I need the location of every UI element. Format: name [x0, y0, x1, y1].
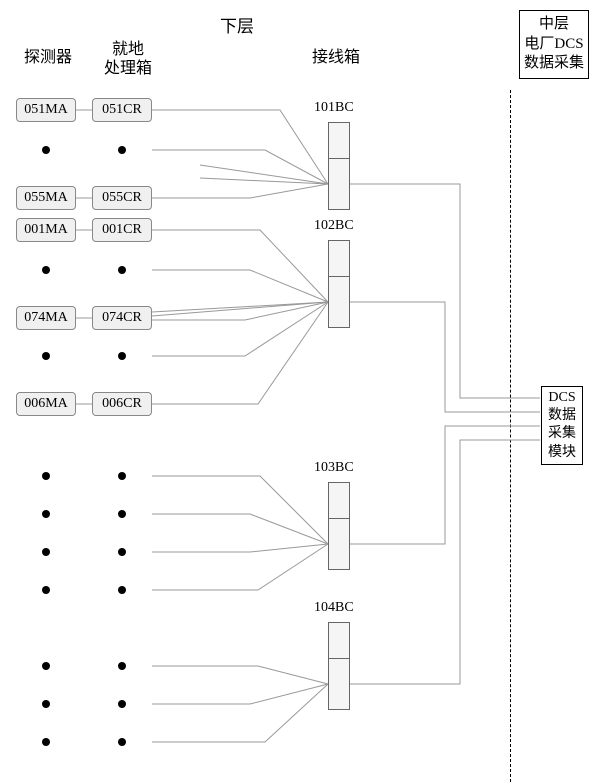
- detector-006ma: 006MA: [16, 392, 76, 416]
- processor-dot: [118, 738, 126, 746]
- detector-dot: [42, 472, 50, 480]
- processing-box-header: 就地 处理箱: [104, 40, 152, 78]
- junction-102bc-label: 102BC: [314, 218, 354, 234]
- processor-001cr: 001CR: [92, 218, 152, 242]
- detector-dot: [42, 146, 50, 154]
- dcs-line3: 采集: [542, 425, 582, 443]
- dcs-line2: 数据: [542, 407, 582, 425]
- junction-102bc-box: [328, 276, 350, 328]
- processing-box-header-l1: 就地: [104, 40, 152, 59]
- processor-dot: [118, 662, 126, 670]
- junction-101bc-label: 101BC: [314, 100, 354, 116]
- detector-051ma: 051MA: [16, 98, 76, 122]
- junction-103bc-box: [328, 518, 350, 570]
- layer-divider: [510, 90, 511, 782]
- processor-dot: [118, 146, 126, 154]
- processor-dot: [118, 510, 126, 518]
- detector-dot: [42, 738, 50, 746]
- detector-dot: [42, 266, 50, 274]
- detector-055ma: 055MA: [16, 186, 76, 210]
- detector-dot: [42, 700, 50, 708]
- middle-layer-box: 中层 电厂DCS 数据采集: [519, 10, 589, 79]
- processing-box-header-l2: 处理箱: [104, 59, 152, 78]
- junction-104bc-box: [328, 658, 350, 710]
- processor-074cr: 074CR: [92, 306, 152, 330]
- detector-dot: [42, 586, 50, 594]
- processor-055cr: 055CR: [92, 186, 152, 210]
- junction-box-header: 接线箱: [312, 48, 360, 67]
- middle-layer-line1: 中层: [522, 15, 586, 35]
- lower-layer-title: 下层: [220, 12, 254, 37]
- wiring-layer: [0, 0, 597, 782]
- processor-dot: [118, 266, 126, 274]
- middle-layer-line3: 数据采集: [522, 54, 586, 74]
- detector-074ma: 074MA: [16, 306, 76, 330]
- middle-layer-line2: 电厂DCS: [522, 35, 586, 55]
- junction-103bc-label: 103BC: [314, 460, 354, 476]
- detector-001ma: 001MA: [16, 218, 76, 242]
- processor-dot: [118, 548, 126, 556]
- dcs-line4: 模块: [542, 444, 582, 462]
- detector-dot: [42, 548, 50, 556]
- detector-dot: [42, 662, 50, 670]
- processor-dot: [118, 586, 126, 594]
- processor-006cr: 006CR: [92, 392, 152, 416]
- junction-101bc-box: [328, 158, 350, 210]
- junction-104bc-label: 104BC: [314, 600, 354, 616]
- detector-dot: [42, 352, 50, 360]
- processor-dot: [118, 700, 126, 708]
- detector-dot: [42, 510, 50, 518]
- dcs-line1: DCS: [542, 389, 582, 407]
- processor-051cr: 051CR: [92, 98, 152, 122]
- dcs-module: DCS 数据 采集 模块: [541, 386, 583, 465]
- processor-dot: [118, 352, 126, 360]
- processor-dot: [118, 472, 126, 480]
- detector-header: 探测器: [24, 48, 72, 67]
